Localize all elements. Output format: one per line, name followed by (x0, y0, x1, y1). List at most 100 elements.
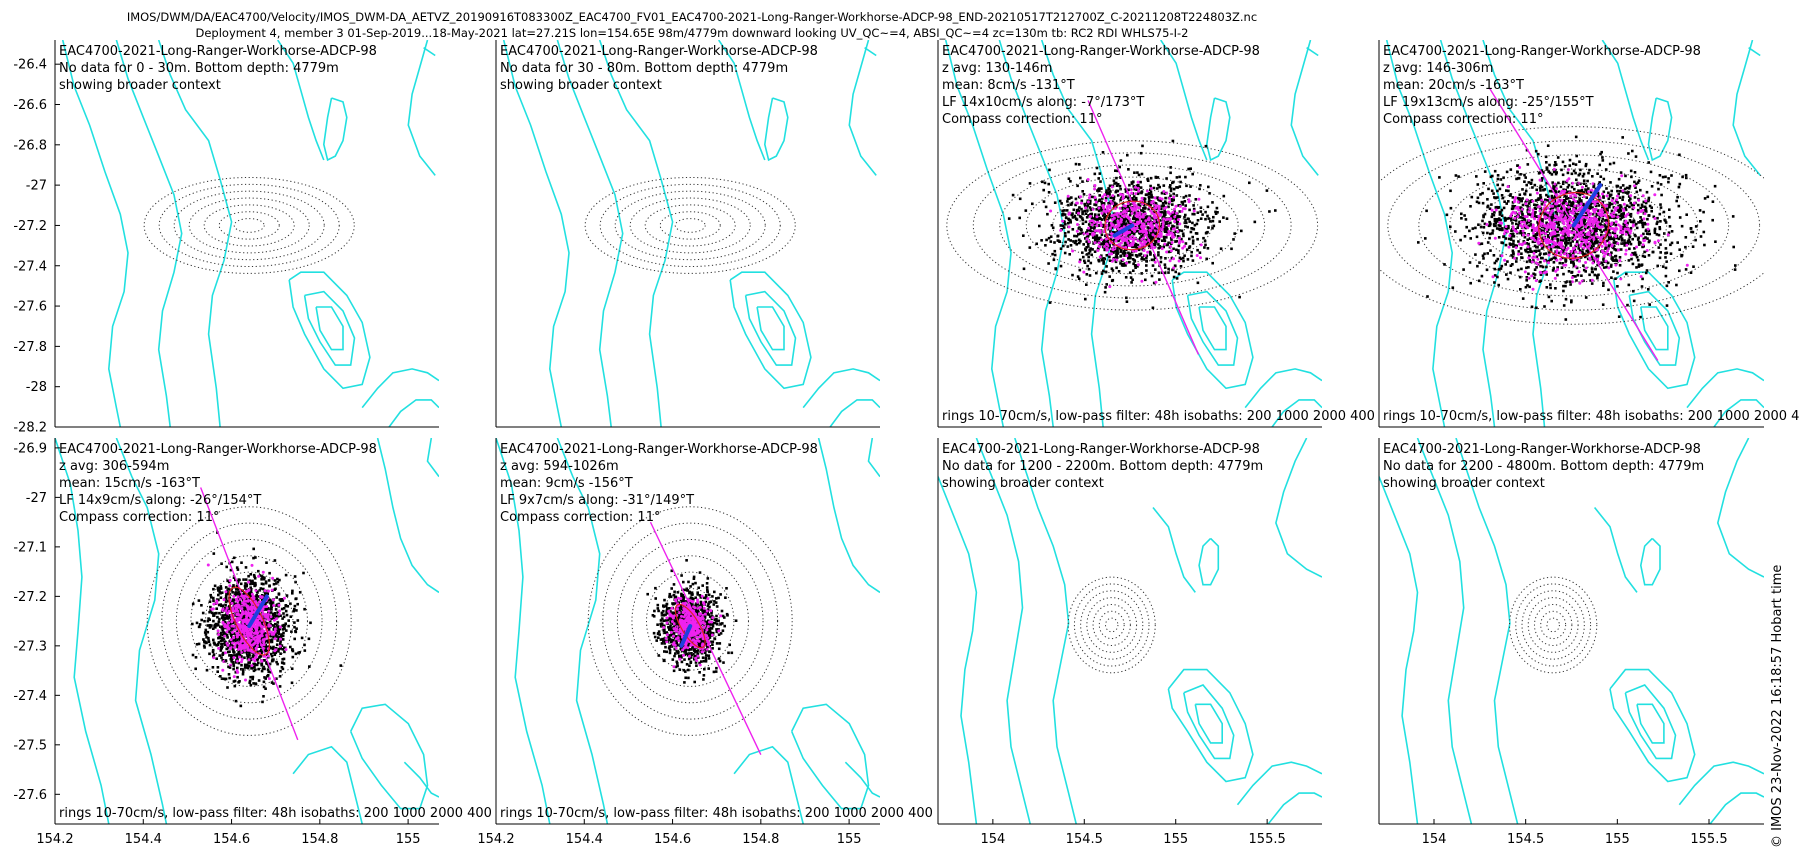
raw-velocity-point (1468, 230, 1471, 233)
raw-velocity-point (1486, 206, 1489, 209)
raw-velocity-point (1098, 187, 1101, 190)
raw-velocity-point (1150, 194, 1153, 197)
raw-velocity-point (1183, 216, 1186, 219)
raw-velocity-point (1086, 216, 1089, 219)
raw-velocity-point (1634, 235, 1637, 238)
lowpass-velocity-point (1178, 260, 1181, 263)
raw-velocity-point (1628, 206, 1631, 209)
lowpass-velocity-point (1599, 214, 1602, 217)
lowpass-velocity-point (1646, 223, 1649, 226)
lowpass-velocity-point (1513, 198, 1516, 201)
raw-velocity-point (1734, 264, 1737, 267)
raw-velocity-point (1505, 237, 1508, 240)
raw-velocity-point (1600, 175, 1603, 178)
raw-velocity-point (1424, 237, 1427, 240)
raw-velocity-point (1254, 221, 1257, 224)
raw-velocity-point (1571, 173, 1574, 176)
lowpass-velocity-point (1633, 184, 1636, 187)
lowpass-velocity-point (1176, 230, 1179, 233)
y-tick-label: -27.8 (13, 340, 47, 355)
isobath-line (1245, 369, 1322, 408)
raw-velocity-point (1534, 184, 1537, 187)
raw-velocity-point (1505, 273, 1508, 276)
lowpass-velocity-point (1515, 207, 1518, 210)
raw-velocity-point (1496, 220, 1499, 223)
lowpass-velocity-point (1605, 244, 1608, 247)
raw-velocity-point (1580, 274, 1583, 277)
raw-velocity-point (1685, 174, 1688, 177)
lowpass-velocity-point (1582, 216, 1585, 219)
raw-velocity-point (1071, 274, 1074, 277)
raw-velocity-point (1094, 213, 1097, 216)
raw-velocity-point (1621, 213, 1624, 216)
lowpass-velocity-point (1599, 196, 1602, 199)
raw-velocity-point (1060, 224, 1063, 227)
raw-velocity-point (1666, 285, 1669, 288)
lowpass-velocity-point (1117, 237, 1120, 240)
raw-velocity-point (1574, 172, 1577, 175)
raw-velocity-point (1711, 219, 1714, 222)
raw-velocity-point (1572, 263, 1575, 266)
isobath-line (362, 369, 439, 408)
raw-velocity-point (1126, 300, 1129, 303)
lowpass-velocity-point (1093, 184, 1096, 187)
lowpass-velocity-point (1640, 234, 1643, 237)
lowpass-velocity-point (1566, 221, 1569, 224)
raw-velocity-point (1575, 163, 1578, 166)
raw-velocity-point (1066, 200, 1069, 203)
raw-velocity-point (1207, 186, 1210, 189)
raw-velocity-point (1512, 250, 1515, 253)
raw-velocity-point (1454, 230, 1457, 233)
raw-velocity-point (1528, 181, 1531, 184)
lowpass-velocity-point (1158, 233, 1161, 236)
lowpass-velocity-point (1543, 271, 1546, 274)
raw-velocity-point (1190, 251, 1193, 254)
raw-velocity-point (1501, 229, 1504, 232)
lowpass-velocity-point (1610, 223, 1613, 226)
raw-velocity-point (1127, 168, 1130, 171)
raw-velocity-point (1085, 283, 1088, 286)
lowpass-velocity-point (1572, 208, 1575, 211)
raw-velocity-point (1178, 216, 1181, 219)
raw-velocity-point (1137, 203, 1140, 206)
lowpass-velocity-point (1581, 186, 1584, 189)
raw-velocity-point (1541, 247, 1544, 250)
lowpass-velocity-point (1507, 185, 1510, 188)
raw-velocity-point (1535, 199, 1538, 202)
panel-annotation-line: Compass correction: 11° (942, 112, 1102, 127)
lowpass-velocity-point (1091, 223, 1094, 226)
lowpass-velocity-point (1637, 211, 1640, 214)
lowpass-velocity-point (1097, 229, 1100, 232)
raw-velocity-point (1549, 172, 1552, 175)
raw-velocity-point (1520, 247, 1523, 250)
isobath-line (378, 438, 439, 592)
lowpass-velocity-point (1546, 238, 1549, 241)
raw-velocity-point (1164, 266, 1167, 269)
lowpass-velocity-point (1075, 202, 1078, 205)
velocity-ring (660, 212, 720, 239)
panel-annotation-line: Compass correction: 11° (1383, 112, 1543, 127)
raw-velocity-point (1516, 170, 1519, 173)
lowpass-velocity-point (1616, 195, 1619, 198)
lowpass-velocity-point (1556, 228, 1559, 231)
raw-velocity-point (1629, 202, 1632, 205)
raw-velocity-point (1501, 194, 1504, 197)
lowpass-velocity-point (1549, 240, 1552, 243)
panel-annotation-line: EAC4700-2021-Long-Ranger-Workhorse-ADCP-… (500, 44, 818, 59)
raw-velocity-point (1548, 164, 1551, 167)
lowpass-velocity-point (1528, 207, 1531, 210)
lowpass-velocity-point (1088, 240, 1091, 243)
raw-velocity-point (1114, 169, 1117, 172)
raw-velocity-point (1521, 213, 1524, 216)
raw-velocity-point (1095, 272, 1098, 275)
raw-velocity-point (1089, 250, 1092, 253)
raw-velocity-point (1496, 276, 1499, 279)
raw-velocity-point (1619, 190, 1622, 193)
raw-velocity-point (1472, 227, 1475, 230)
raw-velocity-point (1220, 247, 1223, 250)
raw-velocity-point (1622, 196, 1625, 199)
raw-velocity-point (1565, 259, 1568, 262)
raw-velocity-point (1127, 252, 1130, 255)
lowpass-velocity-point (1565, 202, 1568, 205)
raw-velocity-point (1641, 285, 1644, 288)
